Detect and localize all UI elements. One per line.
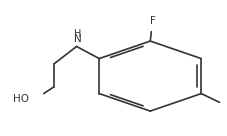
Text: HO: HO [13, 94, 29, 104]
Text: F: F [149, 16, 155, 26]
Text: H: H [74, 29, 81, 39]
Text: N: N [74, 34, 81, 44]
